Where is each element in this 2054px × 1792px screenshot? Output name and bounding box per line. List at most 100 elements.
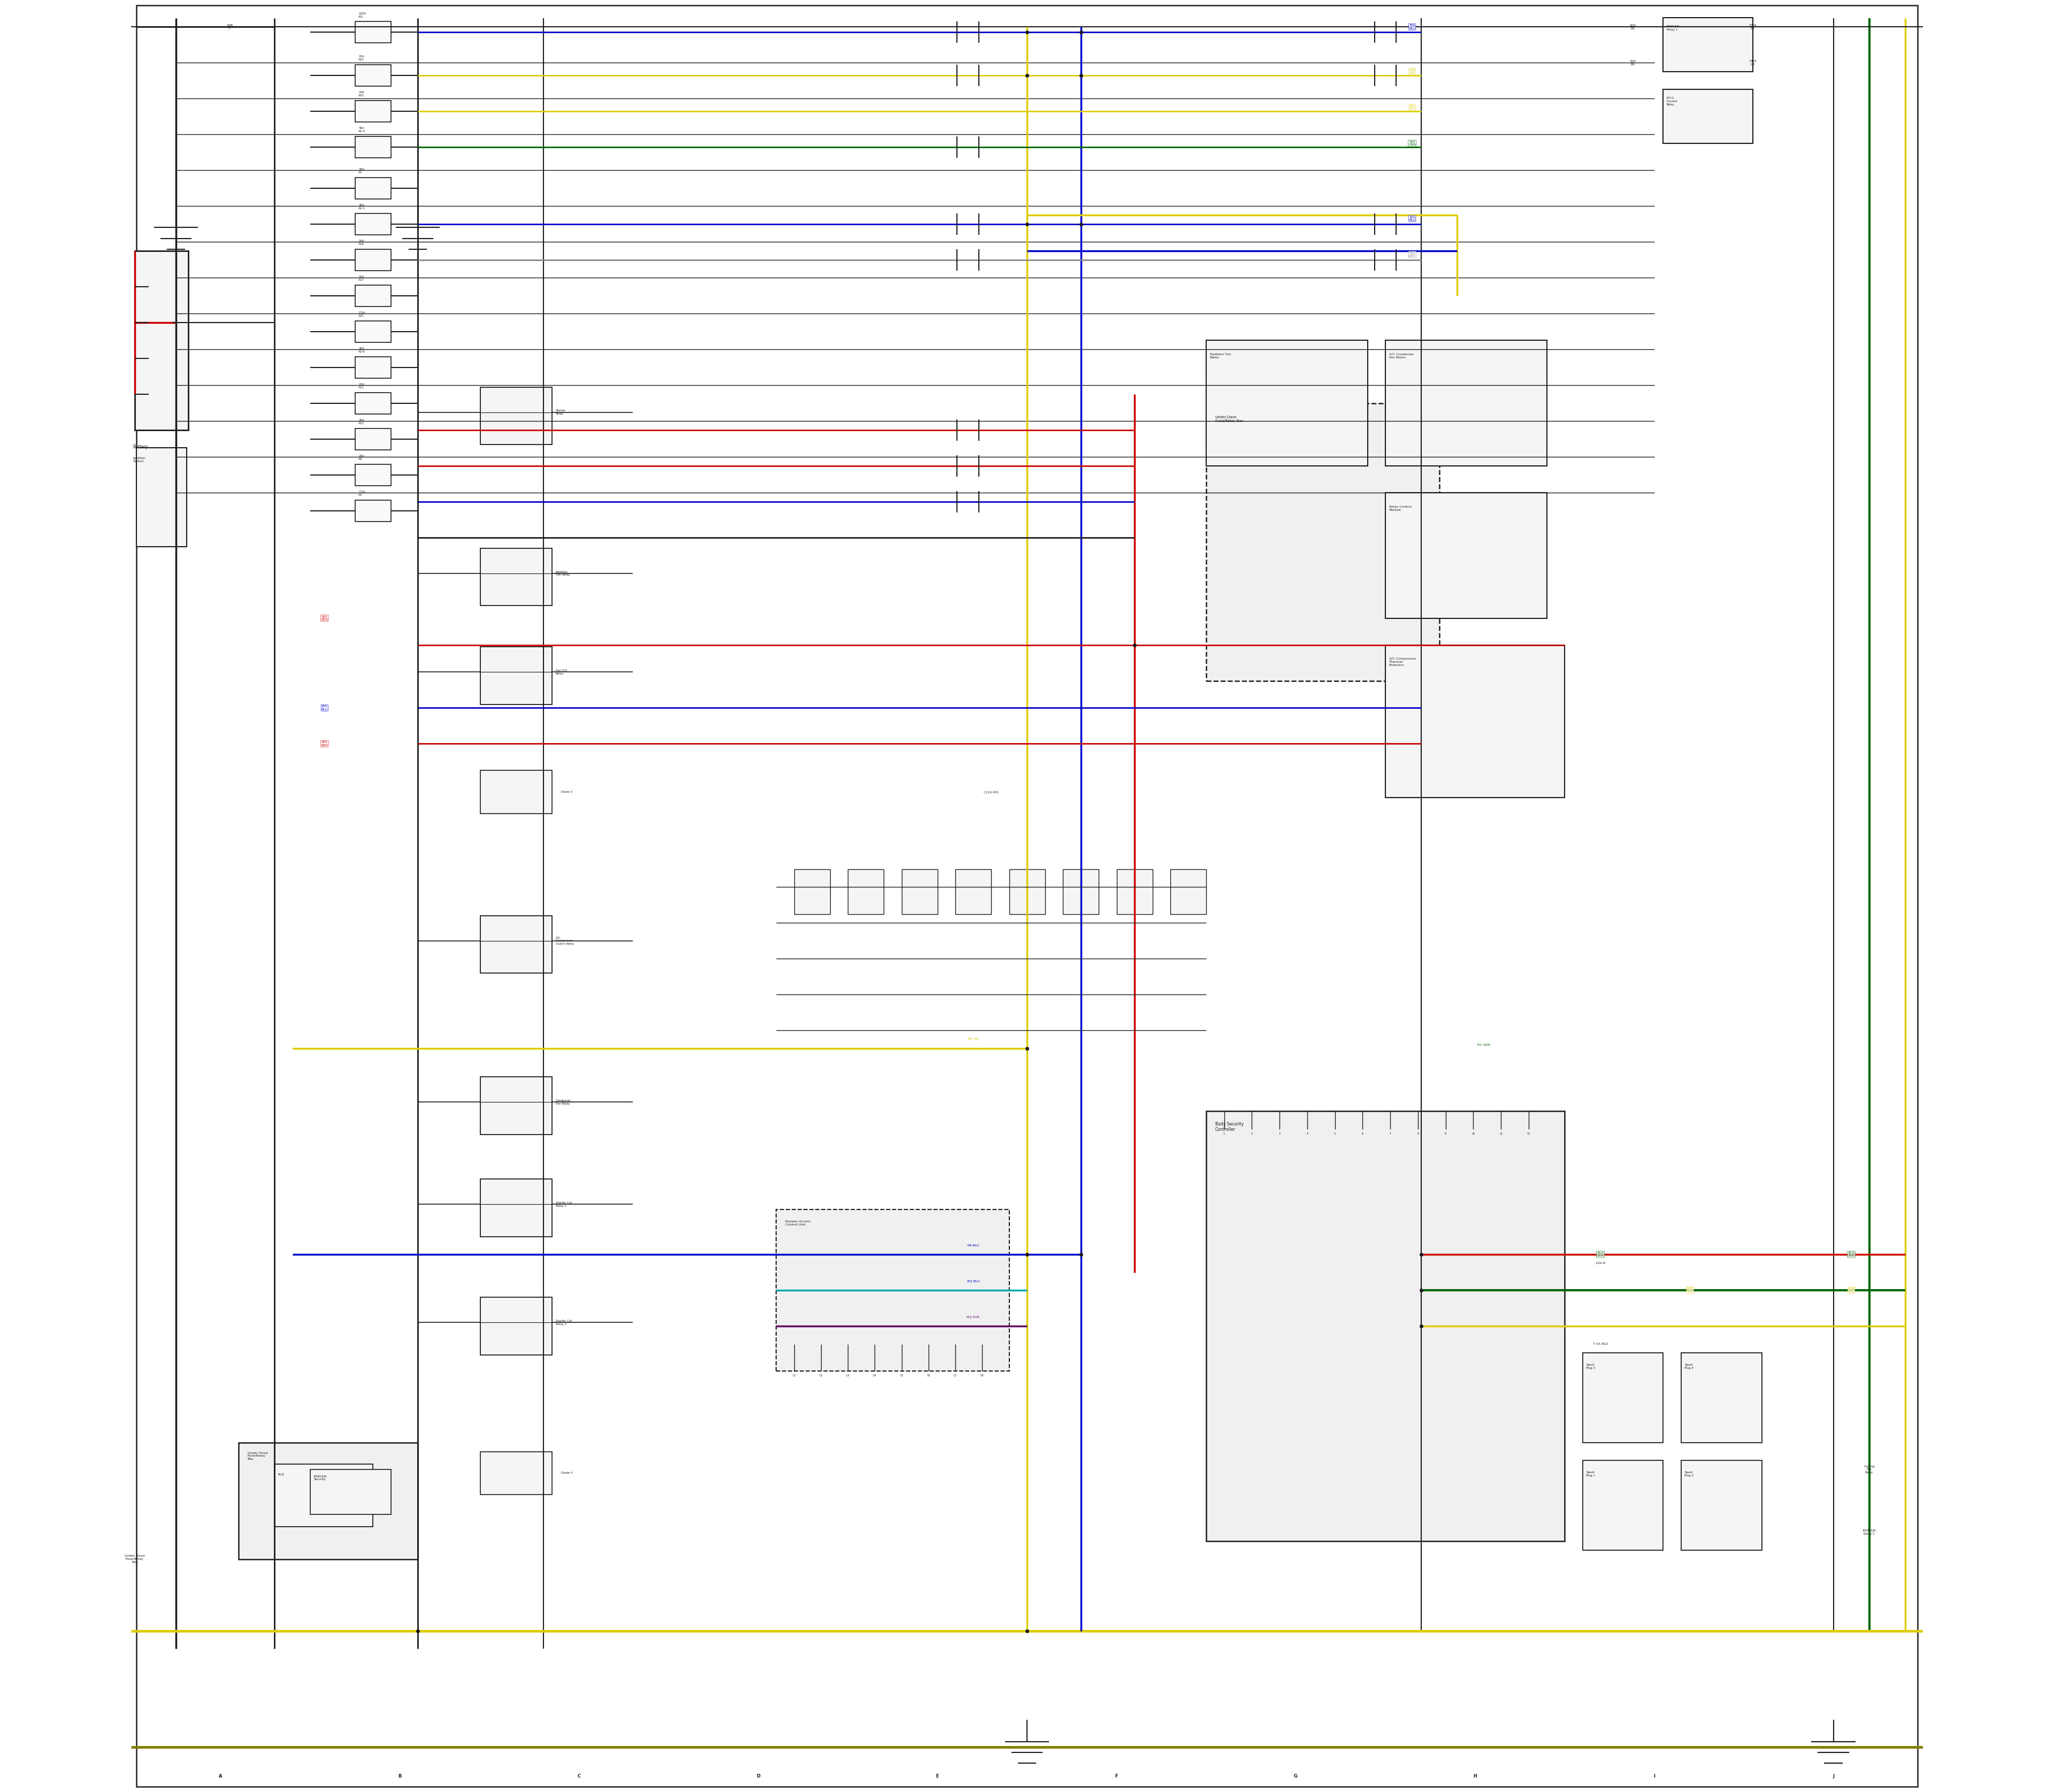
Bar bbox=[355, 136, 390, 158]
Text: 4B BLU: 4B BLU bbox=[967, 1244, 980, 1247]
Text: Spark
Plug 2: Spark Plug 2 bbox=[1684, 1471, 1695, 1477]
Bar bbox=[355, 100, 390, 122]
Bar bbox=[238, 1443, 417, 1559]
Text: 15A
A11: 15A A11 bbox=[359, 383, 364, 389]
Text: B/A
BLU: B/A BLU bbox=[320, 704, 329, 711]
Text: C5: C5 bbox=[900, 1374, 904, 1376]
Text: IPDM-E/R
Security: IPDM-E/R Security bbox=[314, 1475, 327, 1480]
Text: IE/J BLU: IE/J BLU bbox=[967, 1279, 980, 1283]
Text: Starter Cut
Relay 1: Starter Cut Relay 1 bbox=[557, 1201, 571, 1208]
Text: 40A
A2-4: 40A A2-4 bbox=[359, 127, 366, 133]
Text: F1/S
C2: F1/S C2 bbox=[1750, 59, 1756, 66]
Text: Under Hood
Fuse/Relay
Box: Under Hood Fuse/Relay Box bbox=[249, 1452, 267, 1460]
Text: B1 GRN: B1 GRN bbox=[1477, 1043, 1491, 1047]
Bar bbox=[1062, 869, 1099, 914]
Text: Spark
Plug 3: Spark Plug 3 bbox=[1586, 1364, 1596, 1369]
Text: 10B
Y: 10B Y bbox=[226, 23, 232, 30]
Text: IE/B
YEL: IE/B YEL bbox=[1686, 1287, 1692, 1294]
Bar bbox=[481, 771, 553, 814]
Bar bbox=[355, 249, 390, 271]
Bar bbox=[1384, 645, 1565, 797]
Bar bbox=[481, 387, 553, 444]
Text: B/A
YEL: B/A YEL bbox=[1409, 104, 1415, 111]
Bar bbox=[481, 1179, 553, 1236]
Text: Under-Dash
Fuse/Relay Box: Under-Dash Fuse/Relay Box bbox=[1216, 416, 1243, 423]
Text: C7: C7 bbox=[953, 1374, 957, 1376]
Text: 10: 10 bbox=[1471, 1133, 1475, 1134]
Text: 7.5A
A5: 7.5A A5 bbox=[359, 491, 366, 496]
Bar bbox=[1680, 1460, 1762, 1550]
Text: Radiator
Fan Relay: Radiator Fan Relay bbox=[557, 570, 569, 577]
Text: Spark
Plug 1: Spark Plug 1 bbox=[1586, 1471, 1596, 1477]
Text: 20A
A9: 20A A9 bbox=[359, 455, 364, 461]
Bar bbox=[136, 251, 189, 430]
Bar bbox=[481, 916, 553, 973]
Text: F/B
YEL: F/B YEL bbox=[1409, 68, 1415, 75]
Bar bbox=[355, 177, 390, 199]
Text: A/C Compressor
Thermal
Protector: A/C Compressor Thermal Protector bbox=[1389, 658, 1415, 667]
Bar bbox=[1582, 1353, 1664, 1443]
Text: IE/A
GRN: IE/A GRN bbox=[1847, 1251, 1855, 1258]
Bar bbox=[355, 285, 390, 306]
Bar bbox=[481, 647, 553, 704]
Text: Spark
Plug 4: Spark Plug 4 bbox=[1684, 1364, 1695, 1369]
Bar bbox=[1582, 1460, 1664, 1550]
Text: B: B bbox=[398, 1774, 401, 1779]
Text: 10A B: 10A B bbox=[1596, 1262, 1606, 1265]
Text: B/A
BLU: B/A BLU bbox=[1409, 215, 1415, 222]
Bar bbox=[795, 869, 830, 914]
Text: ELD: ELD bbox=[277, 1473, 286, 1475]
Text: 11: 11 bbox=[1499, 1133, 1504, 1134]
Text: Ignition
Switch: Ignition Switch bbox=[134, 457, 146, 462]
Text: 40A
A2-1: 40A A2-1 bbox=[359, 204, 366, 210]
Text: C4: C4 bbox=[873, 1374, 877, 1376]
Text: C1: C1 bbox=[793, 1374, 795, 1376]
Text: Starter
Relay: Starter Relay bbox=[557, 409, 567, 416]
Text: A/C
Compressor
Clutch Relay: A/C Compressor Clutch Relay bbox=[557, 937, 573, 944]
Text: E/T-G
Current
Relay: E/T-G Current Relay bbox=[1666, 97, 1678, 106]
Text: IE/B
YEL: IE/B YEL bbox=[1849, 1287, 1855, 1294]
Text: D: D bbox=[756, 1774, 760, 1779]
Bar bbox=[1664, 90, 1752, 143]
Text: H: H bbox=[1473, 1774, 1477, 1779]
Text: Fan C/O
Relay: Fan C/O Relay bbox=[557, 668, 567, 676]
Text: A/C Condenser
Fan Motor: A/C Condenser Fan Motor bbox=[1389, 353, 1413, 358]
Text: Diode 4: Diode 4 bbox=[561, 1471, 573, 1475]
Bar bbox=[136, 448, 187, 547]
Bar bbox=[310, 1469, 390, 1514]
Text: 30A
A2-6: 30A A2-6 bbox=[359, 348, 366, 353]
Bar bbox=[1206, 340, 1368, 466]
Bar bbox=[902, 869, 937, 914]
Bar bbox=[275, 1464, 374, 1527]
Bar bbox=[1680, 1353, 1762, 1443]
Text: Body Security
Controller: Body Security Controller bbox=[1216, 1122, 1243, 1133]
Text: C2: C2 bbox=[820, 1374, 824, 1376]
Text: B/A
GRN: B/A GRN bbox=[1409, 140, 1415, 147]
Text: 7.5A B22: 7.5A B22 bbox=[1592, 1342, 1608, 1346]
Text: F: F bbox=[1115, 1774, 1117, 1779]
Text: Keyless Access
Control Unit: Keyless Access Control Unit bbox=[785, 1220, 809, 1226]
Text: 15A
A22: 15A A22 bbox=[359, 56, 364, 61]
Text: Relay Control
Module: Relay Control Module bbox=[1389, 505, 1411, 511]
Text: B/A
RED: B/A RED bbox=[320, 615, 329, 622]
Text: B/A
GRY: B/A GRY bbox=[1409, 251, 1415, 258]
Text: Battery: Battery bbox=[134, 444, 148, 450]
Bar bbox=[355, 65, 390, 86]
Text: Cooling
Fan
Relay: Cooling Fan Relay bbox=[1863, 1466, 1875, 1473]
Text: 10A
A23: 10A A23 bbox=[359, 91, 364, 97]
Bar bbox=[848, 869, 883, 914]
Text: B/A
BLU: B/A BLU bbox=[1409, 23, 1415, 30]
Text: 15A
B2: 15A B2 bbox=[1629, 59, 1635, 66]
Text: 20A
A18: 20A A18 bbox=[359, 240, 364, 246]
Bar bbox=[355, 392, 390, 414]
Text: IPDM-E/R
Relay 2: IPDM-E/R Relay 2 bbox=[1863, 1529, 1875, 1536]
Text: IPDM-E/R
Relay 1: IPDM-E/R Relay 1 bbox=[1666, 25, 1680, 30]
Bar bbox=[1384, 493, 1547, 618]
Bar bbox=[1206, 403, 1440, 681]
Text: Under Hood
Fuse/Relay
Box: Under Hood Fuse/Relay Box bbox=[125, 1555, 144, 1563]
Bar bbox=[1117, 869, 1152, 914]
Text: 15A
A17: 15A A17 bbox=[359, 276, 364, 281]
Bar bbox=[481, 548, 553, 606]
Text: C6: C6 bbox=[926, 1374, 930, 1376]
Text: 10A
B1: 10A B1 bbox=[1629, 23, 1635, 30]
